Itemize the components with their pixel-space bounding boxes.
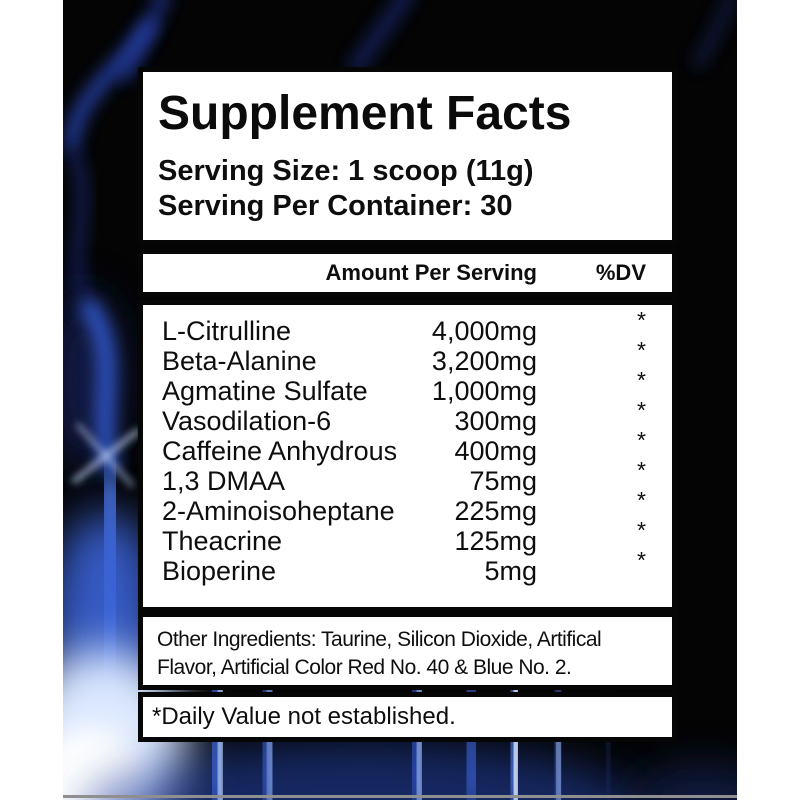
dv-asterisk: * [637, 367, 646, 393]
ingredient-name: L-Citrulline [162, 316, 292, 346]
footnote-box: *Daily Value not established. [138, 692, 677, 742]
ingredient-row: Caffeine Anhydrous 400mg * [143, 427, 672, 467]
ingredient-name: Bioperine [162, 556, 277, 586]
dv-asterisk: * [637, 307, 646, 333]
dv-asterisk: * [637, 487, 646, 513]
dv-asterisk: * [637, 457, 646, 483]
ingredient-dv: * [537, 367, 672, 407]
ingredient-row: Beta-Alanine 3,200mg * [143, 337, 672, 377]
servings-per-container: Serving Per Container: 30 [158, 190, 513, 222]
title-box: Supplement Facts Serving Size: 1 scoop (… [138, 67, 677, 245]
ingredient-dv: * [537, 547, 672, 587]
ingredient-dv: * [537, 517, 672, 557]
ingredient-amount: 1,000mg [431, 376, 537, 406]
ingredient-amount: 3,200mg [431, 346, 537, 376]
ingredient-row: L-Citrulline 4,000mg * [143, 307, 672, 347]
photo-bottom-edge [63, 795, 737, 798]
ingredient-row: Theacrine 125mg * [143, 517, 672, 557]
ingredient-amount: 125mg [454, 526, 537, 556]
ingredient-amount: 75mg [469, 466, 537, 496]
ingredient-dv: * [537, 487, 672, 527]
table-header-box: Amount Per Serving %DV [138, 249, 677, 297]
daily-value-footnote: *Daily Value not established. [152, 703, 456, 730]
ingredient-row: 2-Aminoisoheptane 225mg * [143, 487, 672, 527]
ingredient-amount: 5mg [484, 556, 537, 586]
ingredient-name: Vasodilation-6 [162, 406, 332, 436]
ingredient-dv: * [537, 307, 672, 347]
ingredient-dv: * [537, 427, 672, 467]
ingredient-table: L-Citrulline 4,000mg * Beta-Alanine 3,200mg *… [138, 300, 677, 612]
dv-asterisk: * [637, 337, 646, 363]
dv-asterisk: * [637, 547, 646, 573]
other-ingredients-box: Other Ingredients: Taurine, Silicon Diox… [138, 612, 677, 690]
ingredient-amount: 225mg [454, 496, 537, 526]
other-ingredients-line: Other Ingredients: Taurine, Silicon Diox… [157, 628, 602, 651]
ingredient-dv: * [537, 337, 672, 377]
ingredient-row: 1,3 DMAA 75mg * [143, 457, 672, 497]
ingredient-name: Agmatine Sulfate [162, 376, 368, 406]
ingredient-amount: 400mg [454, 436, 537, 466]
ingredient-name: Theacrine [162, 526, 283, 556]
ingredient-row: Bioperine 5mg * [143, 547, 672, 587]
panel-title: Supplement Facts [158, 87, 572, 140]
percent-dv-header: %DV [595, 260, 646, 285]
serving-size: Serving Size: 1 scoop (11g) [158, 155, 534, 187]
ingredient-dv: * [537, 457, 672, 497]
serving-info: Serving Size: 1 scoop (11g) Serving Per … [158, 154, 664, 224]
amount-per-serving-header: Amount Per Serving [325, 260, 537, 285]
ingredient-amount: 300mg [454, 406, 537, 436]
dv-asterisk: * [637, 397, 646, 423]
ingredient-name: Beta-Alanine [162, 346, 317, 376]
dv-asterisk: * [637, 517, 646, 543]
ingredient-row: Vasodilation-6 300mg * [143, 397, 672, 437]
ingredient-name: 1,3 DMAA [162, 466, 286, 496]
ingredient-dv: * [537, 397, 672, 437]
supplement-facts-panel: Supplement Facts Serving Size: 1 scoop (… [138, 67, 677, 742]
dv-asterisk: * [637, 427, 646, 453]
ingredient-name: Caffeine Anhydrous [162, 436, 398, 466]
ingredient-name: 2-Aminoisoheptane [162, 496, 395, 526]
ingredient-amount: 4,000mg [431, 316, 537, 346]
ingredient-row: Agmatine Sulfate 1,000mg * [143, 367, 672, 407]
other-ingredients-line: Flavor, Artificial Color Red No. 40 & Bl… [157, 656, 572, 679]
